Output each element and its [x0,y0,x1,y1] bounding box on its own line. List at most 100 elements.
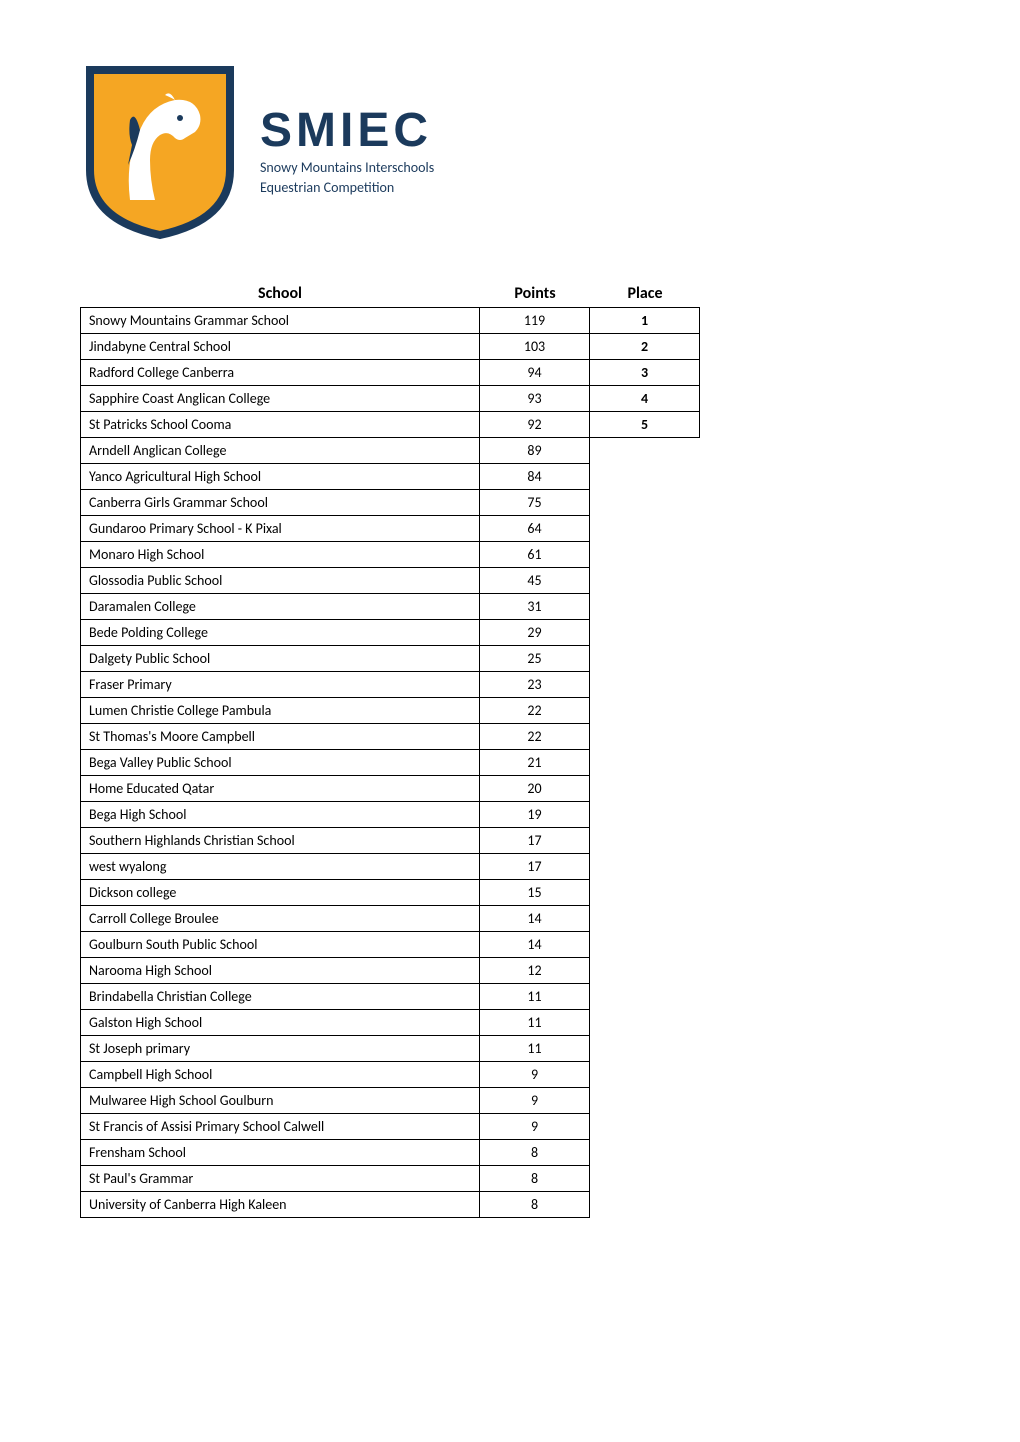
table-row: Sapphire Coast Anglican College934 [80,386,700,412]
table-row: Bede Polding College29 [80,620,700,646]
cell-points: 8 [480,1166,590,1192]
table-row: west wyalong17 [80,854,700,880]
table-row: St Thomas's Moore Campbell22 [80,724,700,750]
table-row: Canberra Girls Grammar School75 [80,490,700,516]
cell-points: 29 [480,620,590,646]
table-row: Carroll College Broulee14 [80,906,700,932]
cell-school: Southern Highlands Christian School [80,828,480,854]
cell-place: 5 [590,412,700,438]
table-row: Frensham School8 [80,1140,700,1166]
cell-points: 9 [480,1062,590,1088]
cell-points: 93 [480,386,590,412]
table-row: Narooma High School12 [80,958,700,984]
cell-school: Lumen Christie College Pambula [80,698,480,724]
cell-points: 45 [480,568,590,594]
cell-school: St Patricks School Cooma [80,412,480,438]
cell-place: 4 [590,386,700,412]
cell-school: Glossodia Public School [80,568,480,594]
table-row: Bega Valley Public School21 [80,750,700,776]
cell-points: 22 [480,724,590,750]
results-table: School Points Place Snowy Mountains Gram… [80,280,700,1218]
cell-school: Bega Valley Public School [80,750,480,776]
cell-school: University of Canberra High Kaleen [80,1192,480,1218]
cell-school: Brindabella Christian College [80,984,480,1010]
table-row: Southern Highlands Christian School17 [80,828,700,854]
cell-points: 14 [480,932,590,958]
cell-place: 1 [590,307,700,334]
cell-points: 19 [480,802,590,828]
logo-subtitle-2: Equestrian Competition [260,178,434,198]
cell-points: 17 [480,854,590,880]
cell-points: 15 [480,880,590,906]
table-row: Jindabyne Central School1032 [80,334,700,360]
cell-points: 94 [480,360,590,386]
table-row: Radford College Canberra943 [80,360,700,386]
cell-school: Radford College Canberra [80,360,480,386]
cell-points: 61 [480,542,590,568]
table-row: Dickson college15 [80,880,700,906]
cell-school: Goulburn South Public School [80,932,480,958]
cell-points: 75 [480,490,590,516]
cell-school: Snowy Mountains Grammar School [80,307,480,334]
table-row: Fraser Primary23 [80,672,700,698]
cell-points: 9 [480,1114,590,1140]
cell-school: Dalgety Public School [80,646,480,672]
cell-school: St Paul's Grammar [80,1166,480,1192]
cell-points: 8 [480,1192,590,1218]
cell-school: St Thomas's Moore Campbell [80,724,480,750]
cell-points: 31 [480,594,590,620]
cell-school: Arndell Anglican College [80,438,480,464]
cell-school: Canberra Girls Grammar School [80,490,480,516]
cell-points: 20 [480,776,590,802]
cell-school: Carroll College Broulee [80,906,480,932]
table-row: Monaro High School61 [80,542,700,568]
header-place: Place [590,280,700,307]
cell-school: west wyalong [80,854,480,880]
table-row: Glossodia Public School45 [80,568,700,594]
table-row: Home Educated Qatar20 [80,776,700,802]
cell-school: Fraser Primary [80,672,480,698]
cell-school: Narooma High School [80,958,480,984]
cell-place: 2 [590,334,700,360]
cell-points: 12 [480,958,590,984]
cell-school: Frensham School [80,1140,480,1166]
cell-place: 3 [590,360,700,386]
table-row: St Patricks School Cooma925 [80,412,700,438]
cell-school: St Francis of Assisi Primary School Calw… [80,1114,480,1140]
table-row: Arndell Anglican College89 [80,438,700,464]
table-row: Yanco Agricultural High School84 [80,464,700,490]
table-body: Snowy Mountains Grammar School1191Jindab… [80,307,700,1218]
cell-points: 103 [480,334,590,360]
cell-school: St Joseph primary [80,1036,480,1062]
table-row: Brindabella Christian College11 [80,984,700,1010]
cell-points: 89 [480,438,590,464]
logo-section: SMIEC Snowy Mountains Interschools Eques… [80,60,940,240]
cell-points: 14 [480,906,590,932]
cell-points: 8 [480,1140,590,1166]
cell-points: 23 [480,672,590,698]
table-row: Dalgety Public School25 [80,646,700,672]
cell-points: 22 [480,698,590,724]
cell-points: 9 [480,1088,590,1114]
cell-points: 119 [480,307,590,334]
logo-acronym: SMIEC [260,103,434,158]
cell-school: Bega High School [80,802,480,828]
table-row: St Paul's Grammar8 [80,1166,700,1192]
cell-points: 17 [480,828,590,854]
cell-school: Dickson college [80,880,480,906]
table-row: University of Canberra High Kaleen8 [80,1192,700,1218]
cell-school: Jindabyne Central School [80,334,480,360]
table-row: Daramalen College31 [80,594,700,620]
logo-subtitle-1: Snowy Mountains Interschools [260,158,434,178]
cell-points: 11 [480,1036,590,1062]
cell-school: Campbell High School [80,1062,480,1088]
header-points: Points [480,280,590,307]
cell-school: Monaro High School [80,542,480,568]
cell-school: Sapphire Coast Anglican College [80,386,480,412]
cell-school: Mulwaree High School Goulburn [80,1088,480,1114]
cell-school: Gundaroo Primary School - K Pixal [80,516,480,542]
table-row: Galston High School11 [80,1010,700,1036]
cell-school: Bede Polding College [80,620,480,646]
cell-school: Yanco Agricultural High School [80,464,480,490]
table-row: Mulwaree High School Goulburn9 [80,1088,700,1114]
